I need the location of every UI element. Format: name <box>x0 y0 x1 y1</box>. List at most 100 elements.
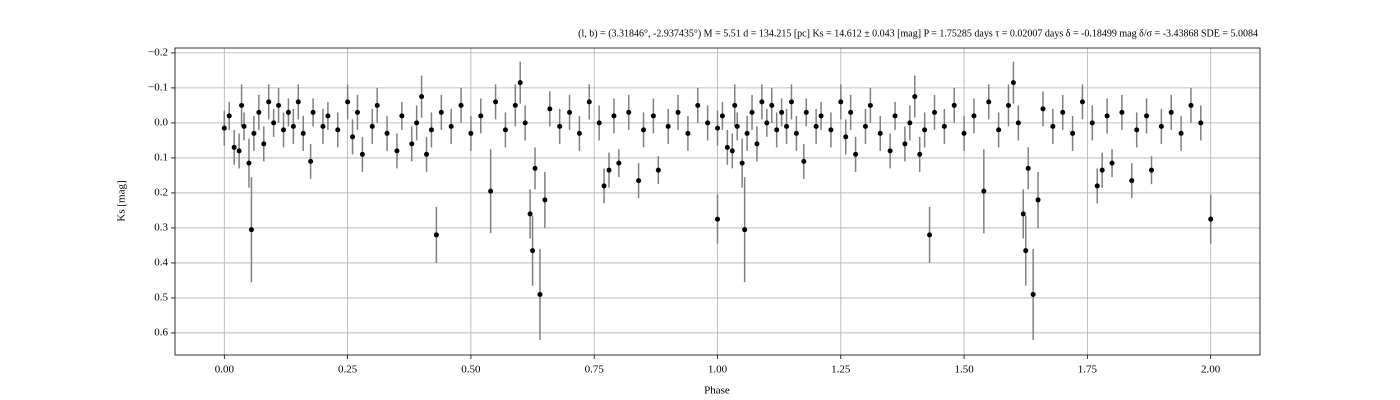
chart-title: (l, b) = (3.31846°, -2.937435°) M = 5.51… <box>578 28 1258 39</box>
data-point <box>1134 127 1140 133</box>
data-point <box>685 130 691 136</box>
data-point <box>345 99 351 105</box>
data-point <box>715 125 720 131</box>
data-point <box>877 130 883 136</box>
data-point <box>705 120 711 126</box>
data-point <box>399 113 405 119</box>
data-point <box>547 106 553 112</box>
data-point <box>724 144 730 150</box>
data-point <box>801 158 807 164</box>
data-point <box>537 291 543 297</box>
x-tick-label: 0.75 <box>585 364 605 376</box>
data-point <box>295 99 301 105</box>
data-point <box>1015 120 1021 126</box>
data-point <box>369 123 375 129</box>
data-point <box>732 102 738 108</box>
data-point <box>320 123 326 129</box>
data-point <box>917 151 923 157</box>
data-point <box>448 123 454 129</box>
data-point <box>922 127 928 133</box>
data-point <box>986 99 992 105</box>
data-point <box>744 130 750 136</box>
data-point <box>961 130 967 136</box>
data-point <box>769 102 775 108</box>
plot-frame <box>174 47 1261 356</box>
data-point <box>1119 109 1125 115</box>
data-point <box>1079 99 1085 105</box>
x-tick-label: 1.25 <box>831 364 851 376</box>
data-point <box>759 99 765 105</box>
x-axis-label: Phase <box>704 385 730 397</box>
data-point <box>739 160 745 166</box>
data-point <box>458 102 464 108</box>
data-point <box>1208 216 1214 222</box>
y-tick-label: −0.1 <box>148 81 168 93</box>
data-point <box>266 99 272 105</box>
data-point <box>433 232 439 238</box>
data-point <box>271 120 277 126</box>
data-point <box>576 130 582 136</box>
y-tick-label: 0.1 <box>154 151 168 163</box>
x-tick-label: 1.50 <box>954 364 974 376</box>
data-point <box>308 158 314 164</box>
data-point <box>251 130 257 136</box>
data-point <box>522 120 528 126</box>
data-point <box>1050 123 1056 129</box>
data-point <box>867 102 873 108</box>
x-tick-label: 0.00 <box>215 364 235 376</box>
y-tick-label: 0.3 <box>154 221 168 233</box>
data-point <box>374 102 380 108</box>
data-point <box>1040 106 1046 112</box>
data-point <box>729 148 735 154</box>
data-point <box>221 125 227 131</box>
data-point <box>779 109 785 115</box>
data-point <box>239 102 245 108</box>
data-point <box>1109 160 1115 166</box>
data-point <box>226 113 232 119</box>
data-point <box>715 216 720 222</box>
data-point <box>754 141 760 147</box>
data-point <box>828 127 834 133</box>
data-point <box>887 148 893 154</box>
data-point <box>862 123 868 129</box>
data-point <box>542 197 548 203</box>
data-point <box>813 123 819 129</box>
data-point <box>1089 120 1095 126</box>
data-point <box>742 227 748 233</box>
data-point <box>774 127 780 133</box>
data-point <box>478 113 484 119</box>
x-tick-label: 1.00 <box>708 364 728 376</box>
data-point <box>1099 167 1105 173</box>
data-point <box>902 141 908 147</box>
data-point <box>512 102 518 108</box>
data-point <box>384 130 390 136</box>
y-axis-label: Ks [mag] <box>116 180 128 221</box>
x-tick-label: 2.00 <box>1201 364 1221 376</box>
data-point <box>1025 165 1031 171</box>
data-point <box>1168 109 1174 115</box>
data-point <box>248 227 254 233</box>
data-point <box>419 94 425 100</box>
y-tick-label: −0.2 <box>148 46 168 58</box>
data-point <box>241 123 247 129</box>
data-point <box>665 123 671 129</box>
data-point <box>927 232 933 238</box>
data-point <box>764 120 770 126</box>
data-point <box>892 113 898 119</box>
data-point <box>1060 109 1066 115</box>
data-point <box>1020 211 1026 217</box>
data-point <box>310 109 316 115</box>
data-point <box>1149 167 1154 173</box>
data-point <box>557 123 563 129</box>
data-point <box>1010 80 1016 86</box>
data-point <box>606 167 612 173</box>
data-point <box>1198 120 1204 126</box>
data-point <box>616 160 622 166</box>
data-point <box>611 113 617 119</box>
data-point <box>1035 197 1041 203</box>
data-point <box>951 102 957 108</box>
data-point <box>414 120 420 126</box>
data-point <box>788 99 794 105</box>
data-point <box>438 109 444 115</box>
